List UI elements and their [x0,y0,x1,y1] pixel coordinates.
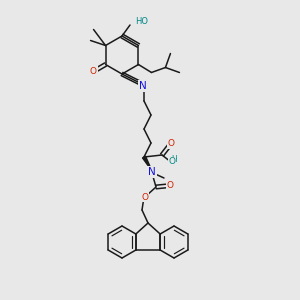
Polygon shape [142,156,152,171]
Text: H: H [171,155,177,164]
Text: O: O [167,140,175,148]
Text: HO: HO [135,17,148,26]
Text: O: O [167,181,173,190]
Text: O: O [169,158,176,166]
Text: O: O [142,193,148,202]
Text: N: N [148,167,156,177]
Text: O: O [90,67,97,76]
Text: N: N [139,81,147,91]
